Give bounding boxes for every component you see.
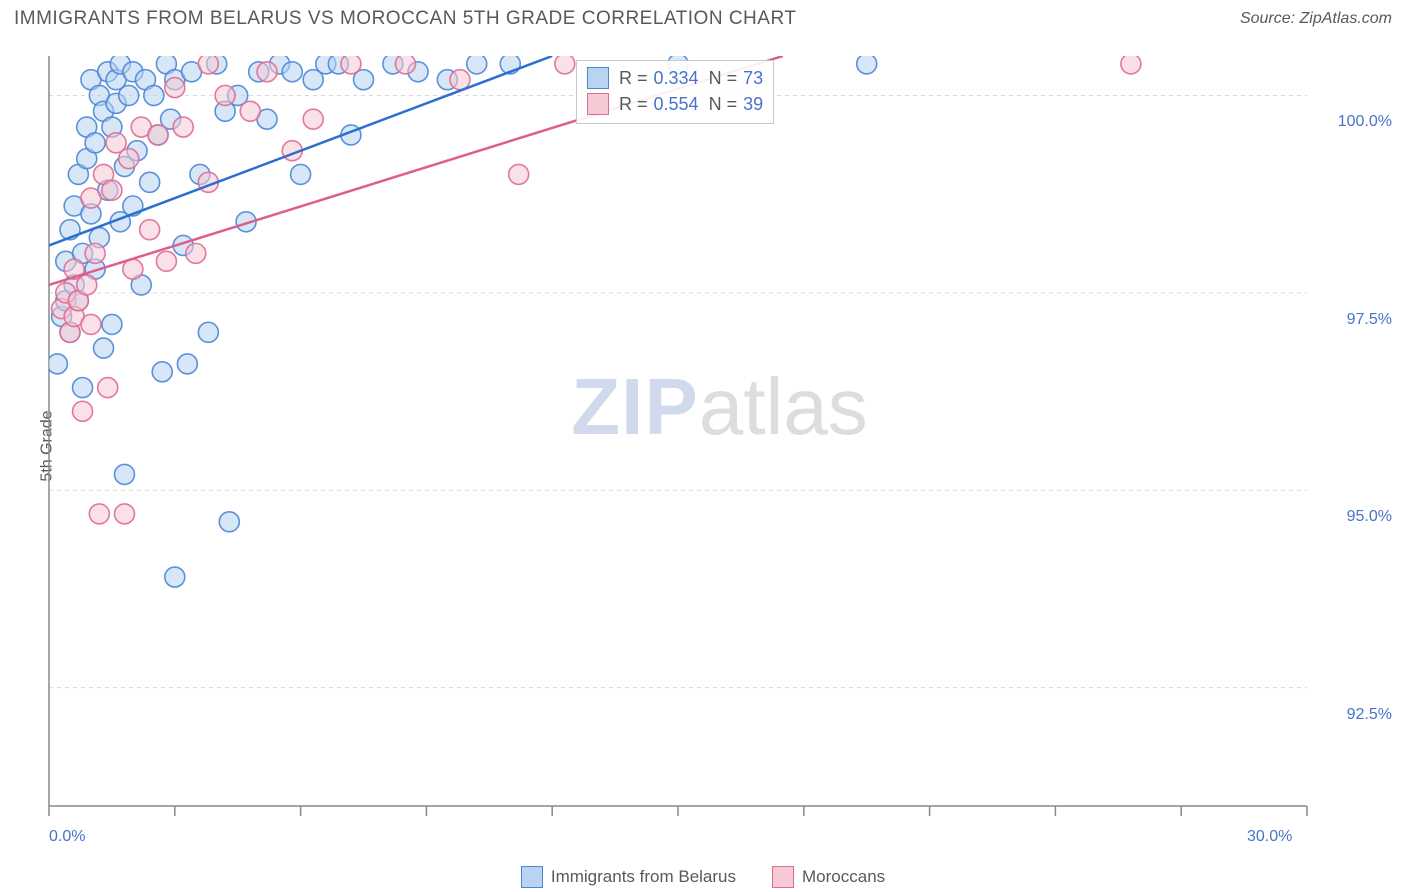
legend-item-moroccans: Moroccans [772,866,885,888]
y-tick-label: 97.5% [1347,311,1392,329]
legend: Immigrants from Belarus Moroccans [0,866,1406,888]
stat-n: N = 39 [709,91,764,117]
stat-swatch-icon [587,67,609,89]
chart-title: IMMIGRANTS FROM BELARUS VS MOROCCAN 5TH … [14,8,796,30]
legend-swatch-icon [521,866,543,888]
plot-area: ZIPatlas R = 0.334N = 73R = 0.554N = 39 … [47,56,1392,820]
x-tick-label: 30.0% [1247,828,1292,846]
source-label: Source: ZipAtlas.com [1240,10,1392,28]
scatter-plot [47,56,1392,820]
legend-label: Moroccans [802,867,885,887]
stat-swatch-icon [587,93,609,115]
legend-swatch-icon [772,866,794,888]
header: IMMIGRANTS FROM BELARUS VS MOROCCAN 5TH … [0,0,1406,36]
x-tick-label: 0.0% [49,828,85,846]
stat-row: R = 0.334 N = 73 [587,65,763,91]
stat-r: R = 0.334 [619,65,699,91]
stat-row: R = 0.554 N = 39 [587,91,763,117]
y-tick-label: 100.0% [1338,113,1392,131]
legend-label: Immigrants from Belarus [551,867,736,887]
y-tick-label: 95.0% [1347,508,1392,526]
legend-item-belarus: Immigrants from Belarus [521,866,736,888]
stat-r: R = 0.554 [619,91,699,117]
correlation-stats-box: R = 0.334 N = 73 R = 0.554 N = 39 [576,60,774,124]
y-tick-label: 92.5% [1347,706,1392,724]
stat-n: N = 73 [709,65,764,91]
